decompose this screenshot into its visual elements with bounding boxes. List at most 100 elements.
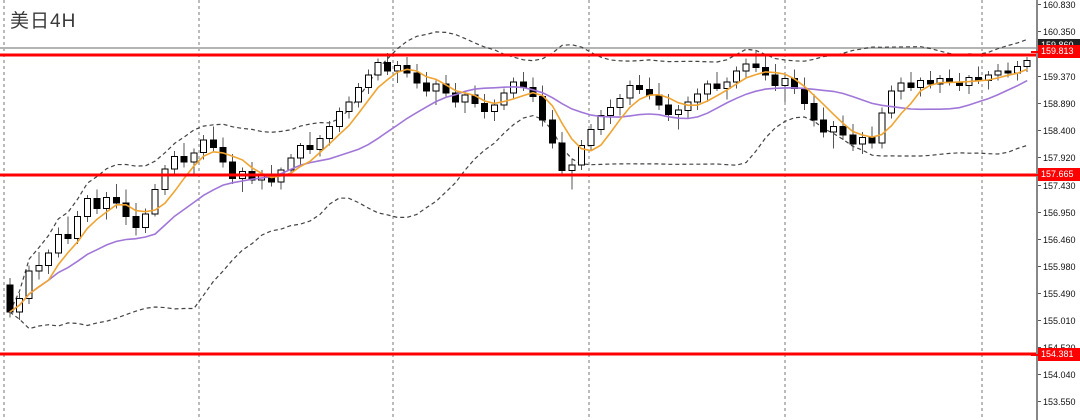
candle-bullish[interactable] (878, 112, 886, 144)
candle-bullish[interactable] (597, 115, 605, 130)
candle-bullish[interactable] (858, 137, 866, 145)
candle-bearish[interactable] (539, 96, 547, 121)
candle-bearish[interactable] (926, 79, 934, 85)
candle-bullish[interactable] (161, 168, 169, 190)
candle-bearish[interactable] (810, 103, 818, 121)
candle-bearish[interactable] (306, 145, 314, 150)
candle-bullish[interactable] (500, 92, 508, 106)
candle-bearish[interactable] (800, 87, 808, 105)
candle-bearish[interactable] (423, 82, 430, 92)
candle-bearish[interactable] (975, 77, 983, 81)
candle-bearish[interactable] (752, 63, 760, 69)
candle-bullish[interactable] (432, 83, 440, 92)
candle-bullish[interactable] (626, 85, 634, 99)
candle-bearish[interactable] (839, 126, 847, 136)
candle-bullish[interactable] (781, 78, 789, 87)
candle-bearish[interactable] (519, 81, 527, 88)
axis-tick-mark (1038, 130, 1041, 131)
candle-bearish[interactable] (229, 161, 237, 180)
candle-bullish[interactable] (355, 86, 363, 103)
candle-bullish[interactable] (35, 265, 43, 272)
candle-bullish[interactable] (364, 74, 372, 88)
candle-bearish[interactable] (548, 119, 556, 144)
candle-bullish[interactable] (694, 93, 702, 103)
candle-bullish[interactable] (45, 252, 53, 267)
current-price-tag[interactable]: 159.813 (1031, 45, 1080, 58)
candle-bullish[interactable] (54, 234, 62, 254)
candle-bullish[interactable] (316, 138, 324, 151)
candle-bearish[interactable] (384, 61, 392, 72)
candle-bullish[interactable] (587, 128, 595, 147)
candle-bullish[interactable] (733, 70, 740, 83)
candle-bullish[interactable] (190, 152, 198, 163)
candle-bearish[interactable] (93, 198, 101, 209)
candle-bullish[interactable] (742, 63, 750, 72)
axis-tick-mark (1038, 374, 1041, 375)
candle-bullish[interactable] (607, 107, 614, 117)
price-axis[interactable]: 160.830160.350159.860159.370158.890158.4… (1031, 0, 1080, 420)
candle-bullish[interactable] (461, 94, 469, 103)
candle-bullish[interactable] (917, 79, 925, 88)
candle-bearish[interactable] (1004, 70, 1012, 74)
candle-bullish[interactable] (994, 70, 1002, 76)
candle-bearish[interactable] (452, 92, 459, 103)
candle-bullish[interactable] (374, 61, 382, 76)
candle-bearish[interactable] (655, 94, 663, 106)
candle-bullish[interactable] (345, 101, 353, 112)
lower-level-tag[interactable]: 154.381 (1031, 348, 1080, 361)
candle-bullish[interactable] (25, 270, 33, 299)
candle-bearish[interactable] (122, 202, 130, 218)
candle-bullish[interactable] (674, 109, 682, 116)
candle-bullish[interactable] (287, 157, 295, 171)
candle-bullish[interactable] (103, 197, 111, 209)
candle-bullish[interactable] (578, 145, 585, 166)
candle-bullish[interactable] (888, 90, 895, 114)
candle-bearish[interactable] (645, 89, 653, 96)
candle-bullish[interactable] (83, 198, 91, 218)
candle-bearish[interactable] (64, 234, 72, 239)
candle-bearish[interactable] (112, 197, 120, 204)
candle-bearish[interactable] (868, 137, 876, 144)
candle-bearish[interactable] (771, 74, 779, 87)
candle-bullish[interactable] (200, 139, 208, 154)
candle-bullish[interactable] (1023, 60, 1031, 68)
candle-bullish[interactable] (74, 216, 82, 239)
candle-bearish[interactable] (558, 142, 566, 171)
candle-bearish[interactable] (665, 104, 673, 116)
candle-bullish[interactable] (936, 78, 944, 85)
candle-bearish[interactable] (713, 83, 721, 89)
candle-bearish[interactable] (946, 78, 954, 83)
candle-bearish[interactable] (820, 119, 828, 133)
candle-bearish[interactable] (219, 146, 227, 163)
candle-bearish[interactable] (132, 216, 140, 229)
candle-bearish[interactable] (849, 134, 857, 145)
candle-bearish[interactable] (209, 139, 217, 148)
candle-bearish[interactable] (180, 156, 188, 163)
candle-bullish[interactable] (171, 156, 178, 170)
axis-tick-label: 157.430 (1043, 181, 1076, 191)
candle-bearish[interactable] (6, 284, 14, 313)
candle-bullish[interactable] (142, 213, 149, 228)
candle-bullish[interactable] (616, 97, 624, 109)
candle-bullish[interactable] (703, 83, 711, 95)
axis-tick: 155.980 (1038, 261, 1080, 273)
candle-bullish[interactable] (829, 126, 837, 133)
candle-bullish[interactable] (297, 145, 304, 159)
price-chart-canvas[interactable] (0, 0, 1036, 420)
candlestick-series[interactable] (6, 50, 1031, 321)
candle-bearish[interactable] (636, 85, 644, 90)
candle-bullish[interactable] (490, 104, 498, 112)
candle-bearish[interactable] (907, 82, 915, 88)
candle-bullish[interactable] (326, 126, 334, 140)
candle-bullish[interactable] (335, 110, 343, 128)
candle-bearish[interactable] (413, 72, 421, 84)
candle-bullish[interactable] (151, 188, 159, 215)
candle-bullish[interactable] (723, 81, 731, 89)
axis-tick-mark (1038, 212, 1041, 213)
candle-bullish[interactable] (568, 164, 576, 171)
candle-bearish[interactable] (481, 103, 489, 112)
support-tag[interactable]: 157.665 (1031, 168, 1080, 181)
candle-bullish[interactable] (684, 101, 692, 111)
candle-bullish[interactable] (897, 82, 905, 92)
candle-bullish[interactable] (393, 65, 401, 72)
